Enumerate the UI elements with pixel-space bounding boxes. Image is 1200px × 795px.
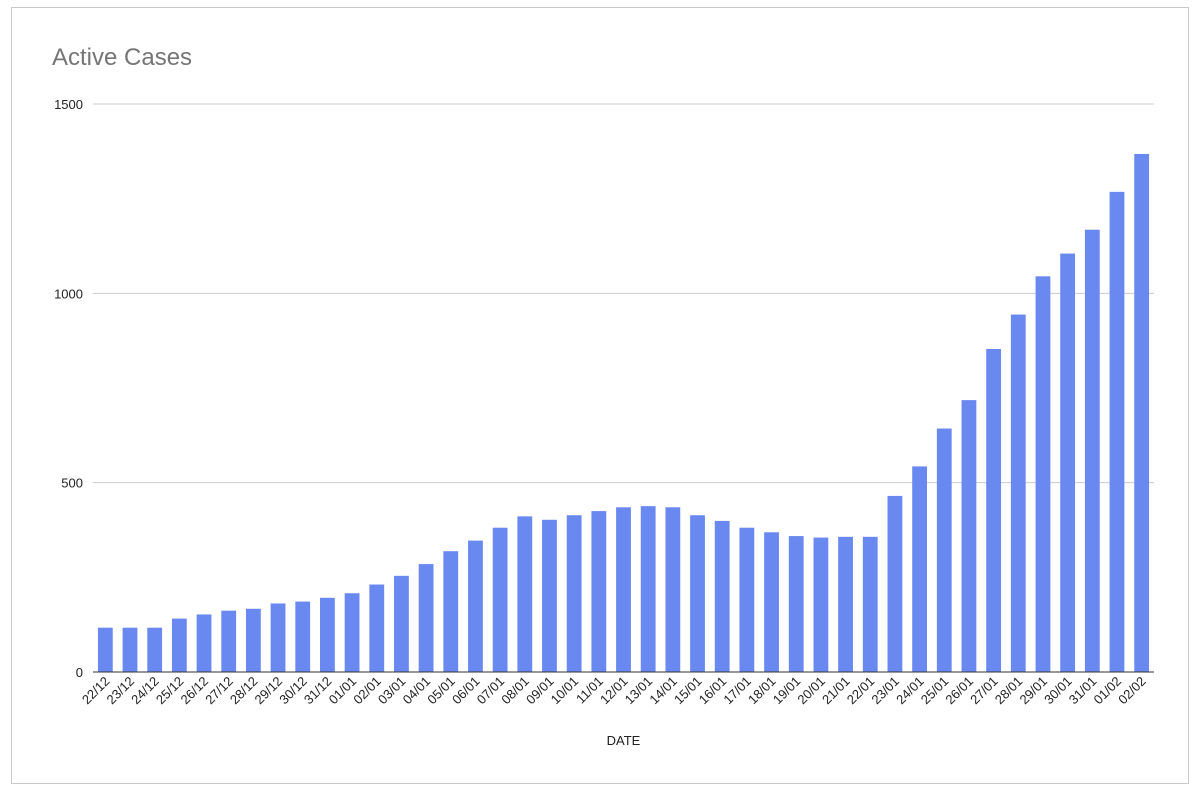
x-axis-label: DATE <box>607 733 641 748</box>
bar <box>961 400 977 672</box>
x-tick-label: 23/01 <box>868 674 902 708</box>
x-tick-label: 10/01 <box>548 674 582 708</box>
bar <box>196 614 212 672</box>
x-tick-label: 03/01 <box>375 674 409 708</box>
bar <box>1109 191 1125 673</box>
x-tick-label: 04/01 <box>400 674 434 708</box>
bar <box>1134 153 1150 672</box>
x-tick-label: 06/01 <box>449 674 483 708</box>
x-tick-label: 22/01 <box>844 674 878 708</box>
x-tick-label: 26/12 <box>178 674 212 708</box>
bar <box>1060 253 1076 672</box>
x-tick-label: 28/01 <box>992 674 1026 708</box>
bar <box>344 593 360 672</box>
x-tick-label: 17/01 <box>720 674 754 708</box>
bar <box>1010 314 1026 672</box>
bar <box>838 536 853 672</box>
bar <box>147 627 163 672</box>
bar <box>887 495 903 672</box>
x-tick-label: 24/12 <box>128 674 162 708</box>
bar <box>320 597 335 672</box>
y-axis-ticks: 0 500 1000 1500 <box>54 97 83 680</box>
x-tick-label: 14/01 <box>646 674 680 708</box>
x-tick-label: 02/01 <box>350 674 384 708</box>
x-tick-label: 25/01 <box>918 674 952 708</box>
x-tick-label: 21/01 <box>819 674 853 708</box>
x-tick-label: 09/01 <box>523 674 557 708</box>
x-tick-label: 27/01 <box>967 674 1001 708</box>
x-tick-label: 24/01 <box>893 674 927 708</box>
bar <box>295 601 311 672</box>
bar <box>245 608 261 672</box>
gridlines <box>93 103 1154 484</box>
bar <box>616 507 631 672</box>
x-tick-label: 29/01 <box>1016 674 1050 708</box>
bar <box>690 515 705 672</box>
bar <box>764 532 779 672</box>
bar <box>122 627 138 672</box>
bar <box>788 536 804 672</box>
x-tick-label: 01/01 <box>326 674 360 708</box>
bar <box>171 618 187 672</box>
x-tick-label: 15/01 <box>671 674 705 708</box>
y-tick-label: 500 <box>61 476 83 491</box>
x-tick-label: 13/01 <box>622 674 656 708</box>
bar <box>542 519 557 672</box>
x-axis-ticks: 22/1223/1224/1225/1226/1227/1228/1229/12… <box>79 674 1149 708</box>
x-tick-label: 19/01 <box>770 674 804 708</box>
bar <box>492 527 508 672</box>
bar <box>1084 229 1100 672</box>
bar <box>591 511 607 672</box>
bar <box>1035 276 1051 672</box>
x-tick-label: 31/12 <box>301 674 335 708</box>
bar <box>986 348 1002 672</box>
bar <box>739 527 755 672</box>
x-tick-label: 07/01 <box>474 674 508 708</box>
y-tick-label: 1000 <box>54 286 83 301</box>
chart-title: Active Cases <box>52 44 193 71</box>
bar <box>468 540 483 672</box>
bar <box>97 627 113 672</box>
x-tick-label: 05/01 <box>424 674 458 708</box>
bar <box>443 551 459 672</box>
x-tick-label: 12/01 <box>597 674 631 708</box>
x-tick-label: 20/01 <box>794 674 828 708</box>
bar <box>714 520 730 672</box>
bar <box>640 506 656 672</box>
x-tick-label: 30/01 <box>1041 674 1075 708</box>
x-tick-label: 23/12 <box>104 674 138 708</box>
x-tick-label: 01/02 <box>1090 674 1124 708</box>
bar <box>270 603 286 672</box>
x-tick-label: 02/02 <box>1115 674 1149 708</box>
bars <box>97 153 1150 673</box>
bar <box>936 428 952 672</box>
bar <box>221 610 237 672</box>
bar <box>394 575 409 672</box>
x-tick-label: 29/12 <box>252 674 286 708</box>
x-tick-label: 28/12 <box>227 674 261 708</box>
y-tick-label: 0 <box>76 665 83 680</box>
bar <box>369 584 385 672</box>
x-tick-label: 26/01 <box>942 674 976 708</box>
y-tick-label: 1500 <box>54 97 83 112</box>
x-tick-label: 16/01 <box>696 674 730 708</box>
bar <box>517 516 533 672</box>
x-tick-label: 25/12 <box>153 674 187 708</box>
x-tick-label: 08/01 <box>498 674 532 708</box>
bar <box>418 564 434 672</box>
x-tick-label: 22/12 <box>79 674 113 708</box>
x-tick-label: 30/12 <box>276 674 310 708</box>
x-tick-label: 18/01 <box>745 674 779 708</box>
bar <box>813 537 829 672</box>
bar <box>665 507 681 672</box>
bar <box>566 515 582 672</box>
x-tick-label: 31/01 <box>1066 674 1100 708</box>
x-tick-label: 27/12 <box>202 674 236 708</box>
bar <box>912 466 927 672</box>
bar <box>862 536 878 672</box>
